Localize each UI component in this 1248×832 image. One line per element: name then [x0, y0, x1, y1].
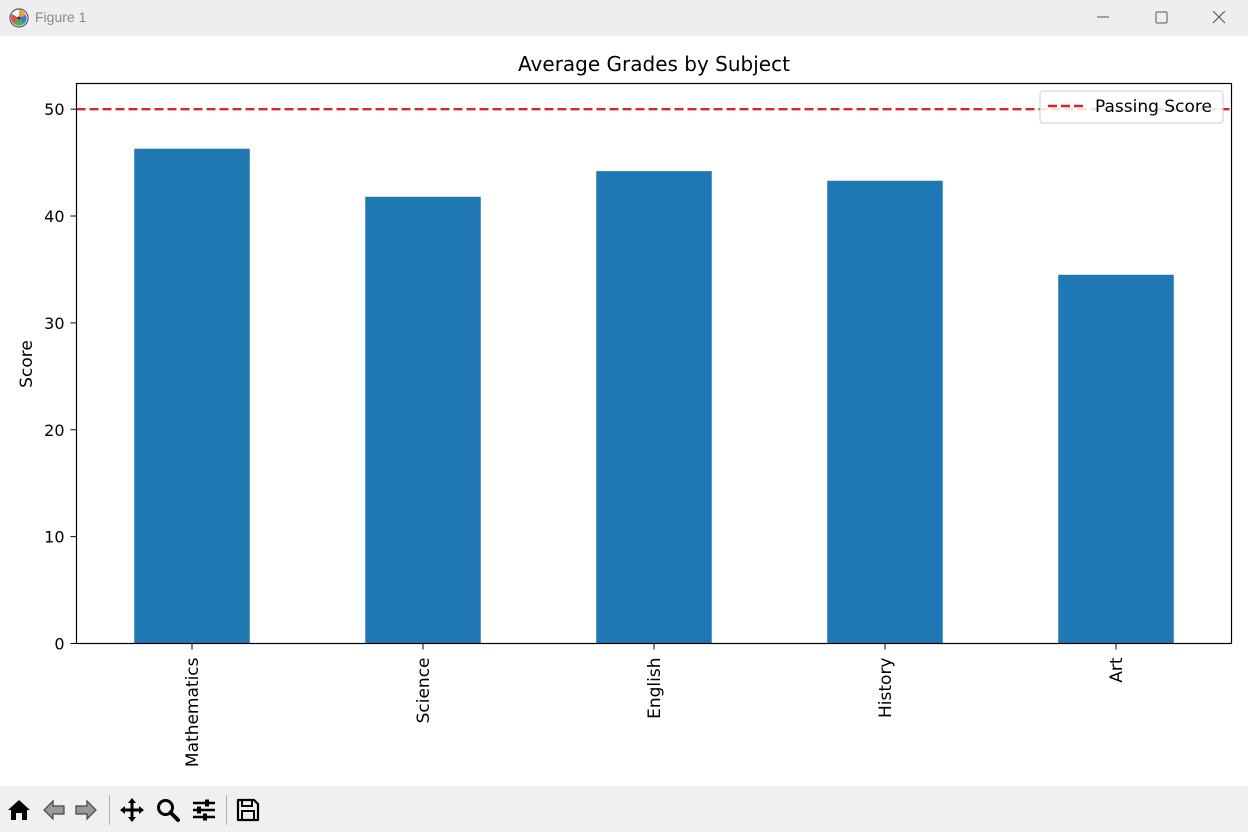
close-button[interactable]	[1190, 0, 1248, 36]
x-tick-label: Art	[1107, 657, 1127, 683]
bar-english	[596, 171, 712, 644]
x-tick-label: Mathematics	[183, 657, 203, 767]
zoom-button[interactable]	[152, 794, 184, 826]
window-titlebar: Figure 1	[0, 0, 1248, 36]
back-arrow-icon	[43, 799, 65, 821]
matplotlib-icon	[8, 7, 30, 29]
figure-canvas[interactable]: Average Grades by Subject Score 0 10 20 30 4…	[0, 36, 1248, 786]
maximize-button[interactable]	[1132, 0, 1190, 36]
toolbar-separator	[226, 795, 227, 825]
y-tick-label: 0	[54, 635, 64, 654]
bars	[134, 148, 1174, 644]
bar-art	[1058, 274, 1174, 644]
y-axis-ticks: 0 10 20 30 40 50	[44, 100, 77, 654]
chart-title: Average Grades by Subject	[518, 52, 790, 76]
y-axis-label: Score	[17, 340, 37, 388]
bar-mathematics	[134, 148, 250, 644]
legend-label: Passing Score	[1095, 97, 1212, 117]
pan-button[interactable]	[116, 794, 148, 826]
y-tick-label: 40	[44, 207, 64, 226]
pan-icon	[120, 798, 144, 822]
bar-chart: Average Grades by Subject Score 0 10 20 30 4…	[17, 52, 1233, 767]
minimize-button[interactable]	[1074, 0, 1132, 36]
bar-history	[827, 180, 943, 644]
save-icon	[236, 798, 260, 822]
home-button[interactable]	[3, 794, 35, 826]
configure-subplots-icon	[193, 799, 215, 821]
window-title: Figure 1	[35, 9, 87, 25]
zoom-icon	[157, 799, 180, 822]
legend: Passing Score	[1039, 90, 1224, 124]
x-tick-label: Science	[414, 658, 434, 724]
back-button[interactable]	[38, 794, 70, 826]
x-tick-label: History	[876, 658, 896, 718]
home-icon	[8, 800, 30, 820]
minimize-icon	[1097, 16, 1109, 18]
save-button[interactable]	[232, 794, 264, 826]
navigation-toolbar	[0, 786, 1248, 832]
maximize-icon	[1155, 11, 1168, 24]
legend-box	[1039, 90, 1224, 124]
x-tick-label: English	[645, 658, 665, 719]
configure-subplots-button[interactable]	[188, 794, 220, 826]
close-icon	[1212, 11, 1226, 24]
forward-arrow-icon	[75, 799, 97, 821]
forward-button[interactable]	[70, 794, 102, 826]
x-axis-ticks: Mathematics Science English History Art	[183, 643, 1127, 767]
bar-science	[365, 196, 481, 644]
y-tick-label: 20	[44, 421, 64, 440]
y-tick-label: 50	[44, 100, 64, 119]
y-tick-label: 10	[44, 528, 64, 547]
y-tick-label: 30	[44, 314, 64, 333]
toolbar-separator	[109, 795, 110, 825]
